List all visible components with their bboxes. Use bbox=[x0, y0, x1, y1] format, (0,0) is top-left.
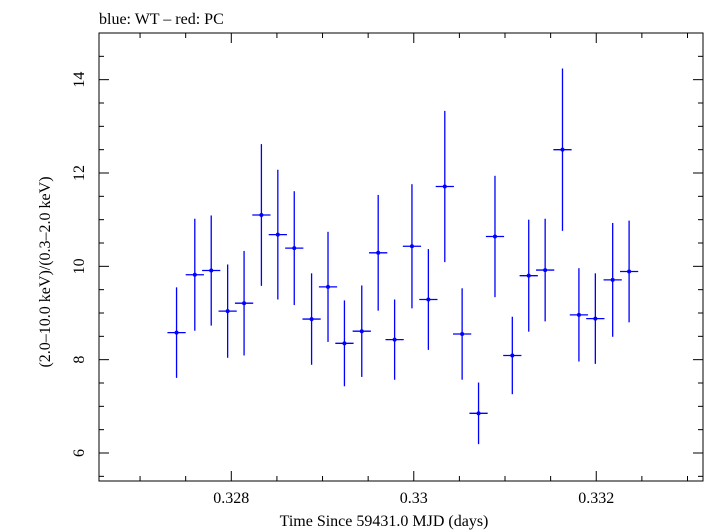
data-point bbox=[385, 299, 404, 380]
point-marker bbox=[242, 301, 247, 306]
data-point bbox=[335, 300, 354, 387]
point-marker bbox=[627, 269, 632, 274]
data-point bbox=[302, 273, 321, 365]
point-marker bbox=[409, 244, 414, 249]
point-marker bbox=[426, 297, 431, 302]
y-tick-label: 14 bbox=[71, 72, 88, 88]
x-axis-ticks: 0.328 0.33 0.332 bbox=[139, 33, 688, 507]
data-point bbox=[485, 175, 505, 298]
point-marker bbox=[492, 234, 497, 239]
data-point bbox=[218, 264, 237, 358]
point-marker bbox=[376, 250, 381, 255]
data-point bbox=[234, 250, 254, 356]
data-point bbox=[402, 184, 422, 309]
x-tick-label: 0.328 bbox=[213, 490, 249, 507]
data-point bbox=[553, 68, 572, 231]
point-marker bbox=[309, 317, 314, 322]
y-axis-label: (2.0–10.0 keV)/(0.3–2.0 keV) bbox=[37, 176, 54, 367]
y-tick-label: 10 bbox=[71, 258, 88, 274]
data-point bbox=[185, 218, 204, 331]
y-axis-ticks: 6 8 10 12 14 bbox=[71, 32, 703, 477]
point-marker bbox=[576, 312, 581, 317]
y-tick-label: 8 bbox=[71, 356, 88, 364]
data-point bbox=[268, 169, 287, 300]
chart-title: blue: WT – red: PC bbox=[99, 11, 224, 28]
data-point bbox=[352, 285, 371, 377]
point-marker bbox=[560, 147, 565, 152]
point-marker bbox=[259, 213, 264, 217]
point-marker bbox=[392, 337, 397, 342]
point-marker bbox=[209, 268, 214, 273]
point-marker bbox=[292, 246, 297, 251]
data-point bbox=[419, 249, 438, 350]
point-marker bbox=[543, 268, 548, 273]
data-point bbox=[318, 231, 338, 342]
point-marker bbox=[510, 353, 515, 358]
point-marker bbox=[526, 273, 531, 278]
point-marker bbox=[225, 309, 230, 314]
point-marker bbox=[593, 316, 598, 321]
x-tick-label: 0.33 bbox=[400, 490, 428, 507]
data-point bbox=[202, 215, 221, 326]
data-point bbox=[285, 191, 304, 306]
data-points bbox=[167, 68, 639, 445]
x-tick-label: 0.332 bbox=[578, 490, 614, 507]
y-tick-label: 6 bbox=[71, 449, 88, 457]
point-marker bbox=[460, 332, 465, 336]
y-tick-label: 12 bbox=[71, 165, 88, 181]
data-point bbox=[536, 218, 555, 322]
data-point bbox=[252, 144, 271, 286]
data-point bbox=[603, 222, 622, 337]
data-point bbox=[369, 194, 388, 311]
data-point bbox=[167, 287, 186, 378]
data-point bbox=[435, 110, 454, 263]
data-point bbox=[469, 382, 488, 445]
point-marker bbox=[192, 272, 197, 277]
point-marker bbox=[476, 411, 481, 416]
plot-frame bbox=[98, 32, 704, 482]
point-marker bbox=[326, 284, 331, 289]
data-point bbox=[619, 220, 639, 323]
data-point bbox=[586, 273, 605, 364]
point-marker bbox=[275, 232, 280, 237]
point-marker bbox=[359, 329, 364, 334]
point-marker bbox=[610, 277, 615, 282]
point-marker bbox=[174, 330, 179, 335]
data-point bbox=[453, 288, 472, 380]
point-marker bbox=[342, 341, 347, 346]
point-marker bbox=[442, 184, 447, 189]
data-point bbox=[519, 219, 538, 332]
data-point bbox=[569, 268, 589, 362]
x-axis-label: Time Since 59431.0 MJD (days) bbox=[280, 513, 489, 530]
data-point bbox=[503, 316, 522, 395]
